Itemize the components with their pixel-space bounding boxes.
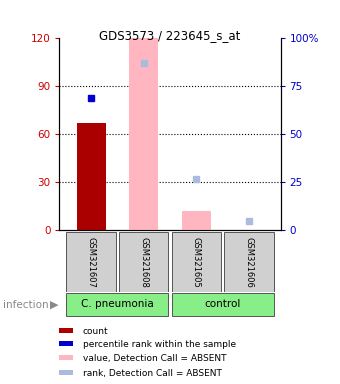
Text: percentile rank within the sample: percentile rank within the sample	[83, 340, 236, 349]
Bar	[66, 232, 116, 292]
Text: rank, Detection Call = ABSENT: rank, Detection Call = ABSENT	[83, 369, 221, 377]
Bar	[119, 232, 168, 292]
Text: C. pneumonia: C. pneumonia	[81, 299, 154, 309]
Bar	[59, 328, 73, 333]
Text: ▶: ▶	[50, 300, 58, 310]
Bar	[76, 123, 105, 230]
Bar	[172, 293, 274, 316]
Text: GSM321607: GSM321607	[87, 237, 96, 288]
Bar	[224, 232, 274, 292]
Text: count: count	[83, 327, 108, 336]
Text: value, Detection Call = ABSENT: value, Detection Call = ABSENT	[83, 354, 226, 362]
Text: GSM321606: GSM321606	[244, 237, 253, 288]
Bar	[66, 293, 168, 316]
Text: GDS3573 / 223645_s_at: GDS3573 / 223645_s_at	[99, 29, 241, 42]
Bar	[59, 341, 73, 346]
Text: control: control	[204, 299, 241, 309]
Bar	[59, 370, 73, 375]
Bar	[59, 355, 73, 360]
Text: infection: infection	[3, 300, 49, 310]
Bar	[172, 232, 221, 292]
Text: GSM321605: GSM321605	[192, 237, 201, 288]
Bar	[182, 211, 211, 230]
Text: GSM321608: GSM321608	[139, 237, 148, 288]
Bar	[129, 38, 158, 230]
